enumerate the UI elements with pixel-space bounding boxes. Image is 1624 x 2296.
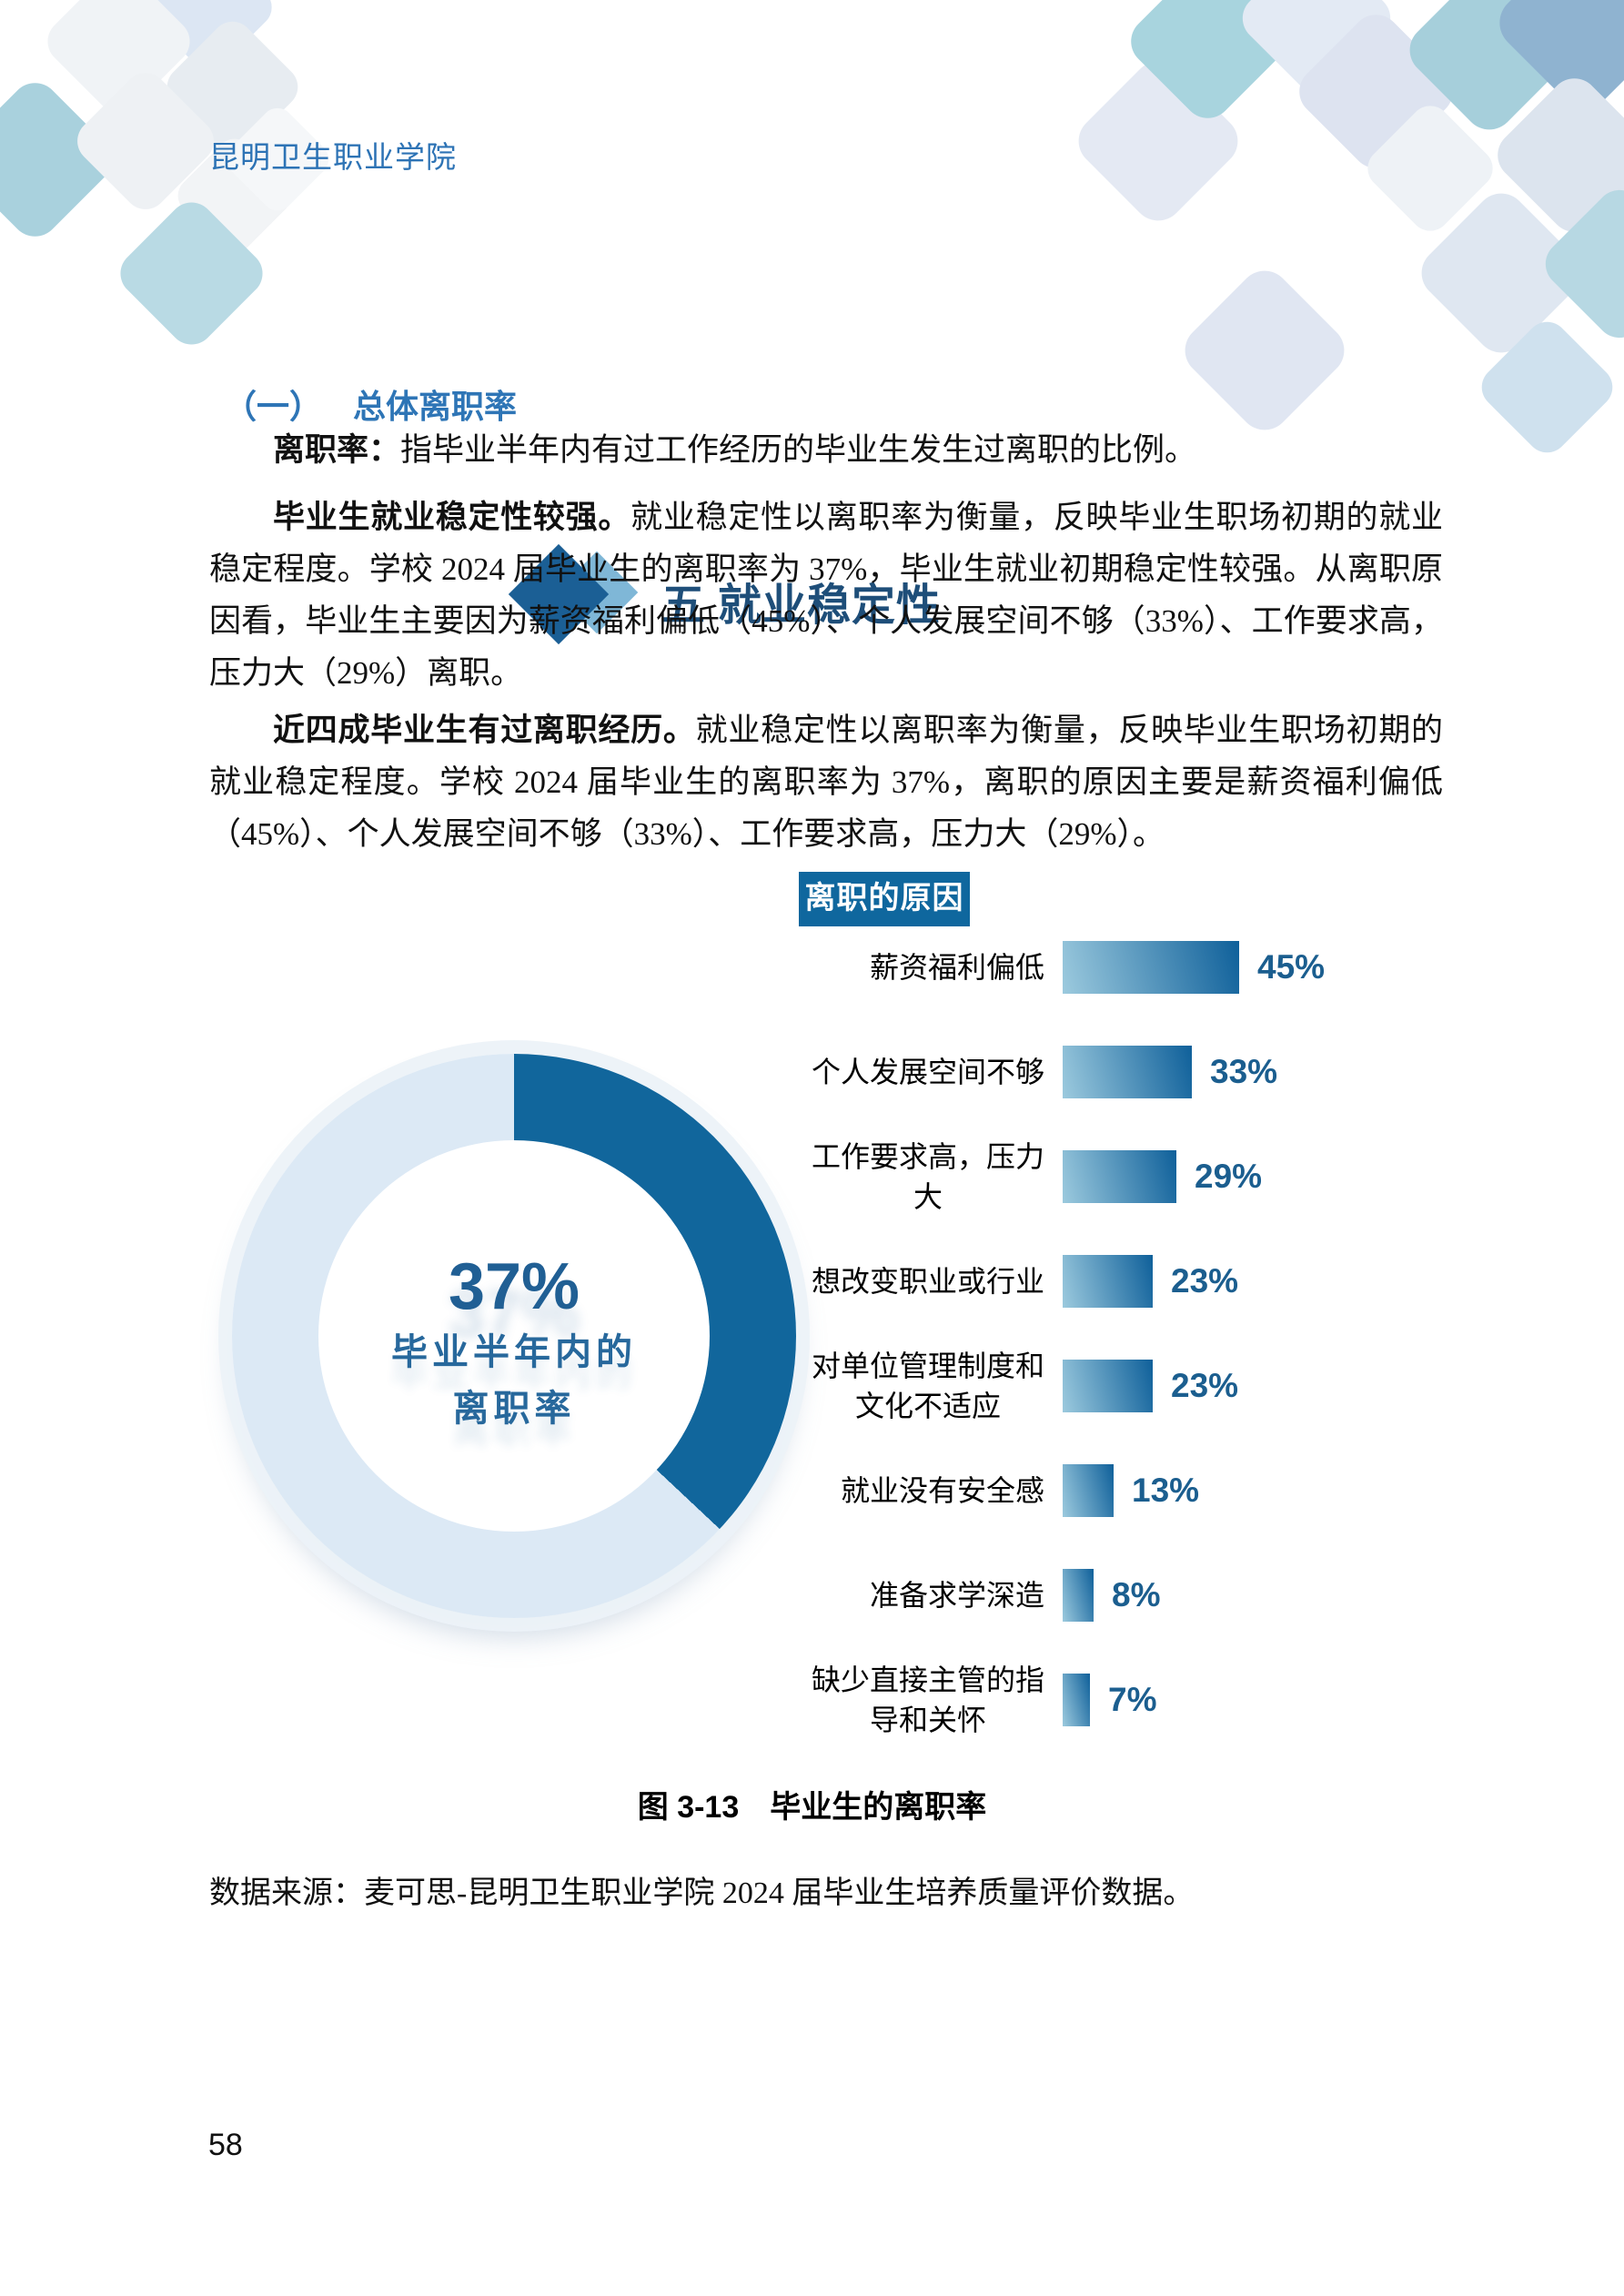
bar bbox=[1063, 1254, 1153, 1308]
bar bbox=[1063, 1149, 1176, 1203]
turnover-donut-chart: 37% 毕业半年内的 离职率 bbox=[232, 1054, 796, 1618]
bar-category-label: 就业没有安全感 bbox=[840, 1473, 1044, 1507]
bar bbox=[1063, 1359, 1153, 1412]
bar-row: 就业没有安全感 13% bbox=[0, 1438, 1624, 1542]
paragraph-lead: 近四成毕业生有过离职经历。 bbox=[273, 713, 696, 748]
chapter-title: 五 就业稳定性 bbox=[661, 582, 942, 630]
donut-value: 37% bbox=[448, 1250, 580, 1323]
bar-category-label: 个人发展空间不够 bbox=[811, 1055, 1044, 1088]
bar-row: 薪资福利偏低 45% bbox=[0, 915, 1624, 1019]
donut-center-text: 37% 毕业半年内的 离职率 bbox=[232, 1249, 796, 1437]
bar-row: 个人发展空间不够 33% bbox=[0, 1019, 1624, 1124]
donut-label-line2: 离职率 bbox=[452, 1388, 576, 1429]
section-heading: （一） 总体离职率 bbox=[224, 380, 517, 428]
bar-category-label: 缺少直接主管的指 导和关怀 bbox=[811, 1663, 1044, 1736]
paragraph-lead: 离职率： bbox=[273, 432, 401, 468]
bar-value-label: 23% bbox=[1171, 1261, 1239, 1300]
bar-value-label: 23% bbox=[1171, 1366, 1239, 1404]
paragraph: 近四成毕业生有过离职经历。就业稳定性以离职率为衡量，反映毕业生职场初期的就业稳定… bbox=[209, 713, 1443, 852]
section-heading-text: 总体离职率 bbox=[353, 389, 518, 425]
bar-category-label: 准备求学深造 bbox=[869, 1578, 1044, 1612]
paragraph: 离职率：指毕业半年内有过工作经历的毕业生发生过离职的比例。 bbox=[273, 432, 1197, 468]
bar bbox=[1063, 940, 1239, 994]
chapter-title-row: 五 就业稳定性 bbox=[0, 268, 1624, 645]
figure-caption: 图 3-13 毕业生的离职率 bbox=[637, 1790, 987, 1825]
bar bbox=[1063, 1568, 1094, 1622]
bar-value-label: 13% bbox=[1132, 1471, 1200, 1509]
data-source: 数据来源：麦可思-昆明卫生职业学院 2024 届毕业生培养质量评价数据。 bbox=[209, 1876, 1195, 1910]
bar-row: 对单位管理制度和 文化不适应 23% bbox=[0, 1333, 1624, 1438]
bar bbox=[1063, 1045, 1192, 1098]
paragraph: 毕业生就业稳定性较强。就业稳定性以离职率为衡量，反映毕业生职场初期的就业稳定程度… bbox=[209, 500, 1443, 691]
donut-hole bbox=[318, 1140, 710, 1532]
school-name: 昆明卫生职业学院 bbox=[209, 142, 457, 175]
bar-category-label: 工作要求高，压力 大 bbox=[811, 1139, 1044, 1213]
bar-value-label: 7% bbox=[1108, 1680, 1157, 1718]
section-numbering: （一） bbox=[224, 389, 323, 425]
bar bbox=[1063, 1463, 1114, 1517]
bar-row: 准备求学深造 8% bbox=[0, 1542, 1624, 1647]
chart-title-box: 离职的原因 bbox=[799, 872, 970, 926]
bar-row: 想改变职业或行业 23% bbox=[0, 1229, 1624, 1333]
bar-row: 工作要求高，压力 大 29% bbox=[0, 1124, 1624, 1229]
bar-category-label: 对单位管理制度和 文化不适应 bbox=[811, 1349, 1044, 1422]
bar-value-label: 33% bbox=[1210, 1052, 1278, 1090]
bar bbox=[1063, 1673, 1090, 1726]
page-number: 58 bbox=[208, 2128, 243, 2162]
paragraph-lead: 毕业生就业稳定性较强。 bbox=[273, 500, 631, 535]
bar-value-label: 45% bbox=[1257, 947, 1326, 986]
bar-category-label: 薪资福利偏低 bbox=[869, 950, 1044, 984]
bar-category-label: 想改变职业或行业 bbox=[811, 1264, 1044, 1298]
bar-value-label: 29% bbox=[1195, 1157, 1263, 1195]
bar-value-label: 8% bbox=[1112, 1575, 1161, 1613]
donut-label-line1: 毕业半年内的 bbox=[391, 1331, 637, 1372]
bar-row: 缺少直接主管的指 导和关怀 7% bbox=[0, 1647, 1624, 1752]
